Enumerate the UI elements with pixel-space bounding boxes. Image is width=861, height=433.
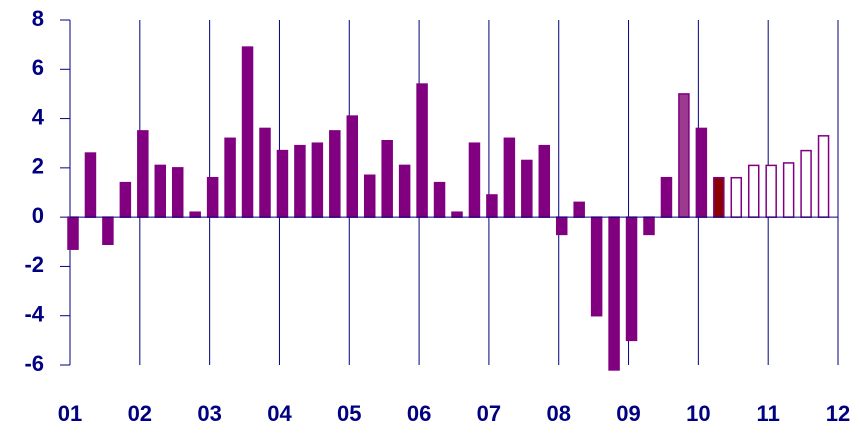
bar (625, 216, 638, 342)
x-tick-label: 02 (128, 401, 152, 426)
x-tick-label: 12 (826, 401, 850, 426)
bar (486, 194, 498, 218)
y-tick-label: 2 (32, 154, 44, 179)
bar (800, 149, 812, 218)
bar (241, 46, 254, 218)
bar (259, 127, 271, 218)
bar (573, 201, 585, 218)
bar (329, 130, 341, 218)
x-tick-label: 03 (197, 401, 221, 426)
x-tick-label: 05 (337, 401, 361, 426)
x-tick-label: 10 (686, 401, 710, 426)
y-tick-label: 0 (32, 203, 44, 228)
bar (678, 93, 690, 218)
x-tick-label: 08 (546, 401, 570, 426)
x-tick-label: 01 (58, 401, 82, 426)
bar (416, 83, 428, 218)
bar (171, 167, 184, 218)
bar (67, 216, 79, 250)
bar (346, 115, 359, 218)
bar (102, 216, 114, 245)
bar (398, 164, 411, 218)
bar (294, 144, 306, 218)
y-tick-label: 4 (32, 104, 45, 129)
bar (608, 216, 620, 371)
bar (468, 142, 481, 218)
bar (503, 137, 516, 218)
bar (363, 174, 376, 218)
bar (521, 159, 533, 218)
bar (555, 216, 568, 236)
bar (643, 216, 655, 236)
y-tick-label: -2 (24, 252, 44, 277)
bar (189, 211, 201, 218)
y-tick-label: -4 (24, 302, 44, 327)
bar (747, 164, 760, 218)
bar (224, 137, 236, 218)
x-tick-label: 06 (407, 401, 431, 426)
bar (695, 127, 708, 218)
bar (590, 216, 603, 317)
bar (713, 176, 725, 218)
bar (206, 176, 219, 218)
bar (538, 144, 551, 218)
bar (276, 149, 289, 218)
bar (119, 181, 132, 218)
y-tick-label: 8 (32, 6, 44, 31)
y-tick-label: -6 (24, 351, 44, 376)
bar (381, 140, 393, 218)
bar (433, 181, 446, 218)
x-tick-label: 04 (267, 401, 292, 426)
bar (154, 164, 167, 218)
x-tick-label: 09 (616, 401, 640, 426)
bar (817, 135, 830, 218)
bar (84, 152, 97, 218)
bar (451, 211, 463, 218)
bar (660, 176, 673, 218)
bar (730, 176, 743, 218)
x-tick-label: 07 (477, 401, 501, 426)
bar (137, 130, 149, 218)
y-tick-label: 6 (32, 55, 44, 80)
bar (311, 142, 324, 218)
bar (765, 164, 777, 218)
x-tick-label: 11 (757, 401, 780, 426)
bar (782, 162, 795, 218)
